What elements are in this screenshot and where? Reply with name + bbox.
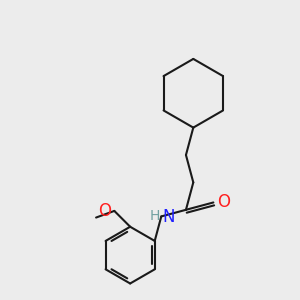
Text: O: O [98, 202, 111, 220]
Text: N: N [163, 208, 175, 226]
Text: H: H [150, 209, 160, 223]
Text: O: O [217, 194, 230, 211]
